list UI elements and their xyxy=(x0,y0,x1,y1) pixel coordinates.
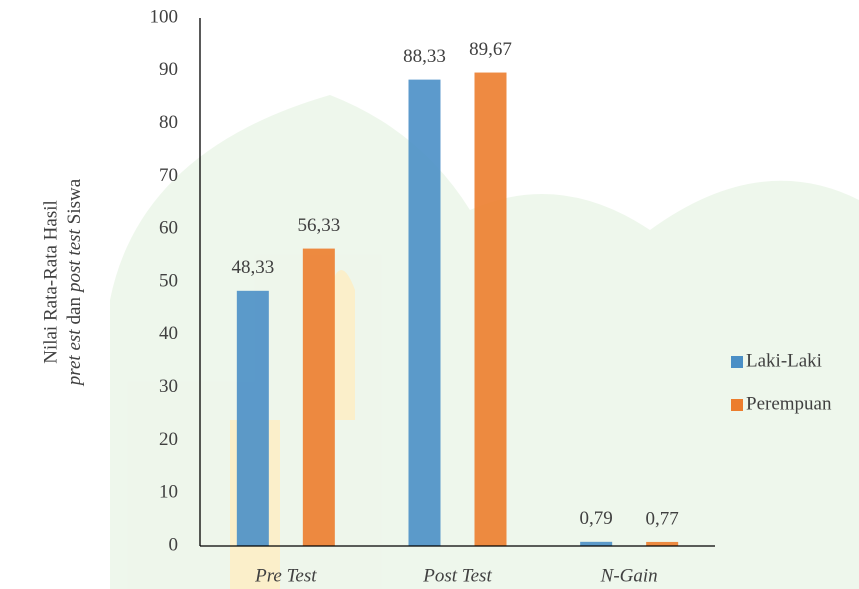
y-tick-label: 20 xyxy=(159,429,178,450)
y-tick-label: 80 xyxy=(159,112,178,133)
y-tick-label: 60 xyxy=(159,218,178,239)
y-tick-label: 30 xyxy=(159,376,178,397)
legend-swatch xyxy=(731,356,743,368)
legend-label: Laki-Laki xyxy=(746,350,822,371)
x-tick-label: Post Test xyxy=(422,565,492,586)
x-tick-label: Pre Test xyxy=(254,565,317,586)
y-tick-label: 10 xyxy=(159,482,178,503)
bar xyxy=(236,290,269,546)
legend-swatch xyxy=(731,399,743,411)
value-label: 48,33 xyxy=(231,257,274,278)
y-axis-label-part: dan xyxy=(64,297,85,325)
value-label: 89,67 xyxy=(469,39,512,60)
y-axis-label-part: post test xyxy=(64,228,85,294)
bar xyxy=(302,248,335,546)
y-axis-label: pret est dan post test Siswa xyxy=(64,178,85,387)
y-axis-label-part: Siswa xyxy=(64,178,85,224)
bar xyxy=(474,72,507,547)
value-label: 88,33 xyxy=(403,46,446,67)
bar xyxy=(408,79,441,546)
value-label: 56,33 xyxy=(297,215,340,236)
y-axis-label-part: pret est xyxy=(64,329,85,387)
y-tick-label: 40 xyxy=(159,323,178,344)
value-label: 0,79 xyxy=(580,508,613,529)
y-axis-label: Nilai Rata-Rata Hasil xyxy=(40,200,61,364)
bar xyxy=(646,541,679,546)
y-tick-label: 0 xyxy=(169,534,179,555)
value-label: 0,77 xyxy=(646,508,679,529)
bar xyxy=(580,541,613,546)
y-tick-label: 100 xyxy=(150,6,179,27)
x-tick-label: N-Gain xyxy=(600,565,658,586)
y-tick-label: 70 xyxy=(159,165,178,186)
y-tick-label: 90 xyxy=(159,59,178,80)
legend-label: Perempuan xyxy=(746,393,832,414)
y-tick-label: 50 xyxy=(159,270,178,291)
